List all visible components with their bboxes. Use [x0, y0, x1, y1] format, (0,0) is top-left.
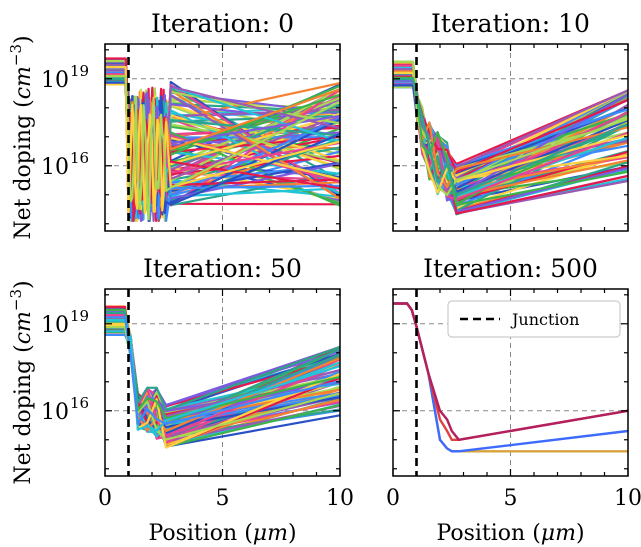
panel-title: Iteration: 10 — [431, 9, 590, 38]
y-axis-label-close: ) — [11, 280, 36, 289]
panel-title: Iteration: 50 — [143, 254, 302, 283]
x-axis-label-close: ) — [576, 521, 585, 546]
x-axis-label-text: Position ( — [148, 521, 252, 546]
y-axis-label-unit: cm — [11, 66, 36, 99]
series-line — [105, 66, 340, 216]
y-axis-label-text: Net doping ( — [11, 344, 36, 484]
y-axis-label-exp: −3 — [7, 289, 25, 311]
x-axis-label-text: Position ( — [436, 521, 540, 546]
series-group — [105, 305, 340, 449]
panel-title: Iteration: 0 — [151, 9, 294, 38]
y-tick-exponent: 19 — [70, 62, 89, 80]
x-tick-label: 0 — [386, 486, 400, 511]
y-tick-label: 10 — [41, 155, 69, 180]
y-axis-label: Net doping (cm−3) — [7, 35, 36, 239]
y-tick-label: 10 — [41, 68, 69, 93]
series-line — [393, 302, 628, 442]
series-line — [105, 75, 340, 221]
x-axis-label-unit: μm — [541, 521, 576, 546]
panel-1: Iteration: 10 — [392, 9, 629, 232]
y-tick-label: 10 — [41, 400, 69, 425]
panel-3: Iteration: 500 0 5 10 Position (μm) Junction — [386, 254, 641, 546]
x-axis-label-unit: μm — [253, 521, 288, 546]
legend-entry: Junction — [510, 310, 579, 329]
series-line — [105, 326, 340, 441]
y-tick-exponent: 19 — [70, 307, 89, 325]
y-axis-label: Net doping (cm−3) — [7, 280, 36, 484]
x-tick-label: 5 — [504, 486, 518, 511]
series-group — [393, 60, 628, 216]
y-axis-label-exp: −3 — [7, 44, 25, 66]
legend: Junction — [447, 300, 621, 338]
y-axis-label-close: ) — [11, 35, 36, 44]
panel-title: Iteration: 500 — [423, 254, 598, 283]
x-tick-label: 10 — [326, 486, 354, 511]
x-axis-label-close: ) — [288, 521, 297, 546]
series-line — [393, 78, 628, 197]
x-tick-label: 0 — [98, 486, 112, 511]
x-tick-label: 5 — [216, 486, 230, 511]
series-line — [105, 316, 340, 426]
x-axis-label: Position (μm) — [436, 521, 584, 546]
y-axis-label-unit: cm — [11, 311, 36, 344]
series-group — [393, 302, 628, 453]
y-axis-label-text: Net doping ( — [11, 99, 36, 239]
x-axis-label: Position (μm) — [148, 521, 296, 546]
y-tick-exponent: 16 — [70, 149, 89, 167]
legend-box — [447, 300, 621, 338]
y-tick-exponent: 16 — [70, 394, 89, 412]
series-group — [105, 57, 340, 222]
x-tick-label: 10 — [614, 486, 641, 511]
y-tick-label: 10 — [41, 313, 69, 338]
